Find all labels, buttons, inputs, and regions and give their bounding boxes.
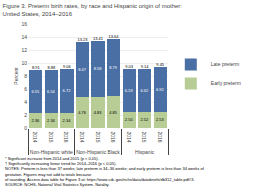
svg-text:6.54: 6.54 — [47, 89, 56, 94]
svg-text:8.47: 8.47 — [78, 67, 87, 72]
svg-text:6.92: 6.92 — [156, 87, 165, 92]
svg-text:2014: 2014 — [79, 132, 85, 143]
svg-text:2.50: 2.50 — [125, 117, 134, 122]
svg-text:2015: 2015 — [141, 132, 147, 143]
svg-text:4.85: 4.85 — [109, 110, 118, 115]
svg-text:2015: 2015 — [48, 132, 54, 143]
svg-text:4.83: 4.83 — [94, 110, 103, 115]
svg-text:2016: 2016 — [157, 132, 163, 143]
svg-text:4.76: 4.76 — [78, 110, 87, 115]
svg-text:Early preterm: Early preterm — [211, 80, 241, 86]
svg-text:2016: 2016 — [63, 132, 69, 143]
svg-text:2014: 2014 — [126, 132, 132, 143]
svg-text:8: 8 — [24, 73, 27, 79]
svg-text:6.53: 6.53 — [125, 88, 134, 93]
svg-text:2.52: 2.52 — [140, 117, 149, 122]
svg-text:14: 14 — [21, 34, 27, 40]
svg-text:Figure 3. Preterm birth rates,: Figure 3. Preterm birth rates, by race a… — [3, 3, 183, 17]
svg-text:9.06: 9.06 — [63, 64, 72, 69]
svg-text:9.45: 9.45 — [156, 62, 165, 67]
svg-text:12: 12 — [21, 47, 27, 53]
svg-text:0: 0 — [24, 125, 27, 131]
svg-text:2015: 2015 — [95, 132, 101, 143]
svg-text:2014: 2014 — [32, 132, 38, 143]
svg-text:Late preterm: Late preterm — [211, 61, 239, 67]
svg-text:2: 2 — [24, 112, 27, 118]
svg-text:6: 6 — [24, 86, 27, 92]
svg-text:8.88: 8.88 — [47, 65, 56, 70]
svg-text:8.79: 8.79 — [109, 65, 118, 70]
svg-text:16: 16 — [21, 21, 27, 27]
svg-text:Non-Hispanic Black: Non-Hispanic Black — [76, 149, 120, 155]
svg-text:* Significant increase from 20: * Significant increase from 2014 and 201… — [5, 156, 205, 187]
svg-text:8.58: 8.58 — [94, 66, 103, 71]
svg-text:Percent: Percent — [13, 67, 19, 85]
svg-text:8.91: 8.91 — [32, 65, 41, 70]
svg-text:6.72: 6.72 — [63, 88, 72, 93]
svg-text:6.62: 6.62 — [140, 88, 149, 93]
svg-text:6.55: 6.55 — [31, 89, 40, 94]
svg-text:2016: 2016 — [110, 132, 116, 143]
svg-text:2.36: 2.36 — [31, 118, 40, 123]
svg-text:13.64: 13.64 — [109, 34, 120, 39]
svg-text:Non-Hispanic white: Non-Hispanic white — [30, 149, 73, 155]
svg-text:Hispanic: Hispanic — [135, 149, 155, 155]
svg-text:13.23: 13.23 — [77, 37, 88, 42]
svg-text:2.53: 2.53 — [156, 117, 165, 122]
svg-text:4: 4 — [24, 99, 27, 105]
svg-text:10: 10 — [21, 60, 27, 66]
svg-text:2.34: 2.34 — [47, 118, 56, 123]
svg-text:9.14: 9.14 — [141, 64, 150, 69]
svg-text:9.03: 9.03 — [125, 64, 134, 69]
svg-text:2.34: 2.34 — [63, 118, 72, 123]
svg-text:13.41: 13.41 — [93, 36, 104, 41]
